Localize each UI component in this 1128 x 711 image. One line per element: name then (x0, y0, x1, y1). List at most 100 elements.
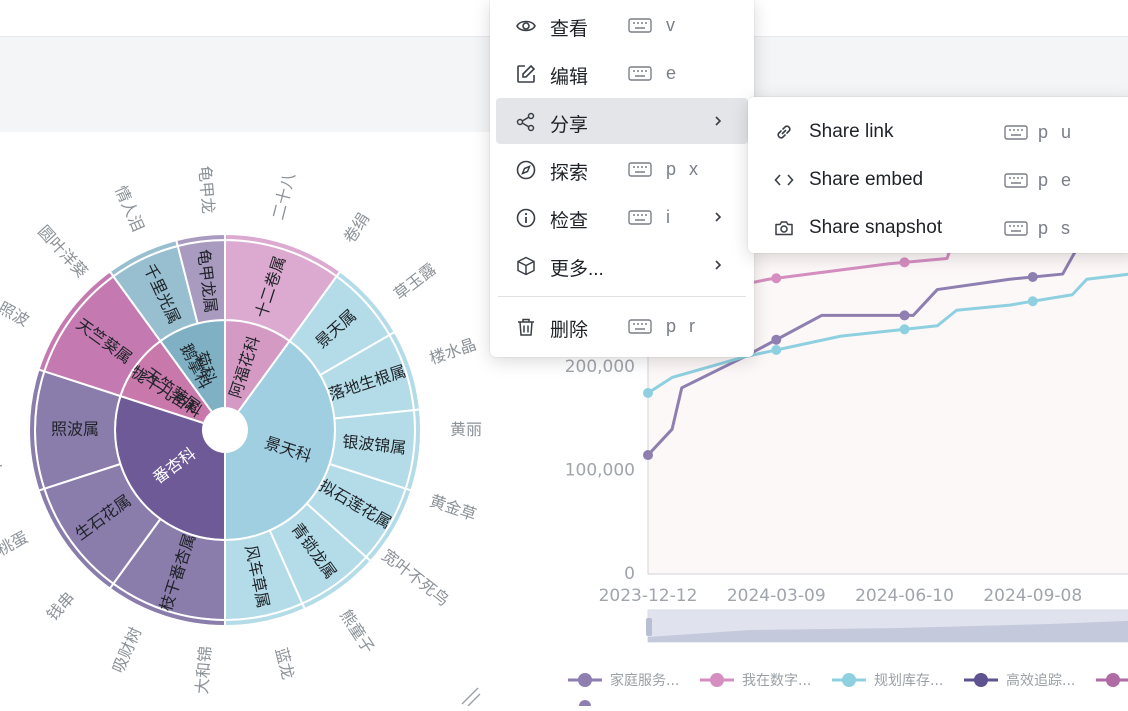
submenu-item-share-link[interactable]: Share link p u (748, 104, 1128, 152)
menu-item-label: 编辑 (550, 67, 589, 88)
menu-item-inspect[interactable]: 检查 i (496, 194, 748, 240)
context-menu: 查看 v 编辑 e 分享 探索 p x 检查 i 更多... 删除 p r (490, 0, 754, 357)
chevron-right-icon (715, 260, 722, 270)
sunburst-middle-label: 照波属 (51, 420, 99, 439)
sunburst-outer-label: 吸财树 (108, 624, 145, 676)
datazoom-preview (648, 620, 1128, 642)
legend-marker (579, 700, 591, 711)
sunburst-outer-label: 情人泪 (111, 183, 148, 235)
info-icon (516, 208, 536, 228)
menu-item-label: 更多... (550, 259, 604, 280)
submenu-item-share-snapshot[interactable]: Share snapshot p s (748, 200, 1128, 248)
submenu-item-label: Share link (809, 121, 894, 142)
link-icon (777, 125, 791, 139)
sunburst-outer-label: 楼水晶 (427, 335, 479, 368)
edit-icon (517, 64, 536, 83)
x-tick-label: 2024-09-08 (983, 586, 1082, 606)
keyboard-icon (628, 162, 652, 177)
sunburst-center-hole (203, 408, 247, 452)
sunburst-outer-label: 龟甲龙 (195, 165, 218, 214)
menu-item-view[interactable]: 查看 v (496, 2, 748, 48)
menu-item-share[interactable]: 分享 (496, 98, 748, 144)
submenu-item-label: Share snapshot (809, 217, 943, 238)
menu-item-label: 探索 (550, 163, 589, 184)
legend-marker (578, 673, 592, 687)
sunburst-outer-label: 照波 (0, 298, 32, 330)
chevron-right-icon (715, 116, 722, 126)
shortcut-text: p r (666, 316, 700, 336)
resize-handle (461, 687, 481, 707)
sunburst-panel: 十二卷属 景天属 落地生根属 银波锦属 拟石莲花属 青锁龙属 风车草属 枝干番杏属 生石花属 照波… (0, 132, 550, 707)
share-icon (516, 112, 535, 132)
chevron-right-icon (715, 212, 722, 222)
series-point (899, 324, 910, 335)
y-tick-label: 0 (624, 564, 635, 584)
legend-label: 我在数字... (742, 673, 811, 689)
menu-item-delete[interactable]: 删除 p r (496, 303, 748, 349)
code-icon (774, 174, 794, 186)
shortcut-text: e (666, 63, 681, 83)
sunburst-outer-label: 蓝龙 (272, 646, 298, 682)
series-point (643, 450, 653, 461)
keyboard-icon (1004, 173, 1028, 188)
legend-marker (842, 673, 856, 687)
legend-label: 规划库存... (874, 673, 943, 689)
y-tick-label: 200,000 (565, 357, 635, 377)
series-point (899, 310, 910, 321)
series-point (1027, 271, 1038, 282)
series-point (643, 388, 653, 398)
eye-icon (516, 20, 536, 32)
sunburst-outer-label: 熊童子 (336, 606, 378, 657)
shortcut-text: p x (666, 159, 703, 179)
keyboard-icon (628, 319, 652, 334)
shortcut-text: v (666, 15, 679, 35)
sunburst-outer-rim (175, 232, 226, 248)
legend-label: 家庭服务... (610, 672, 679, 689)
x-tick-label: 2023-12-12 (599, 586, 698, 606)
keyboard-icon (628, 66, 652, 81)
share-submenu: Share link p u Share embed p e Share sna… (748, 97, 1128, 253)
submenu-item-share-embed[interactable]: Share embed p e (748, 152, 1128, 200)
trash-icon (518, 318, 534, 336)
menu-divider (498, 296, 746, 297)
menu-item-label: 分享 (550, 115, 589, 136)
cube-icon (517, 256, 535, 276)
sunburst-outer-label: 大和锦 (192, 645, 215, 694)
shortcut-text: p u (1038, 122, 1076, 142)
shortcut-text: i (666, 207, 674, 227)
keyboard-icon (628, 210, 652, 225)
x-tick-label: 2024-03-09 (727, 586, 826, 606)
legend-marker (1106, 673, 1120, 687)
menu-item-explore[interactable]: 探索 p x (496, 146, 748, 192)
sunburst-outer-label: 兔子 (0, 456, 4, 480)
keyboard-icon (1004, 221, 1028, 236)
keyboard-icon (1004, 125, 1028, 140)
series-line (647, 272, 1128, 395)
sunburst-chart[interactable]: 十二卷属景天属落地生根属银波锦属拟石莲花属青锁龙属风车草属枝干番杏属生石花属照波… (0, 132, 550, 707)
sunburst-outer-label: 圆叶洋葵 (34, 222, 91, 282)
series-point (771, 344, 782, 355)
sunburst-outer-label: 草玉露 (390, 259, 440, 303)
sunburst-outer-label: 黄金草 (427, 491, 479, 525)
menu-item-more[interactable]: 更多... (496, 242, 748, 288)
datazoom-handle (646, 618, 652, 636)
series-point (899, 257, 910, 268)
keyboard-icon (628, 18, 652, 33)
series-line (646, 241, 1128, 457)
legend-marker (974, 673, 988, 687)
menu-item-label: 删除 (550, 320, 589, 341)
compass-icon (516, 160, 536, 180)
submenu-item-label: Share embed (809, 169, 924, 190)
sunburst-outer-label: 宽叶不死鸟 (378, 545, 453, 609)
shortcut-text: p s (1038, 218, 1075, 238)
sunburst-outer-label: 二十八 (269, 171, 299, 222)
sunburst-outer-label: 卷绢 (340, 209, 373, 246)
x-tick-label: 2024-06-10 (855, 586, 954, 606)
sunburst-outer-label: 钱串 (43, 588, 79, 624)
legend-label: 高效追踪... (1006, 672, 1075, 689)
sunburst-outer-label: 桃蛋 (0, 527, 31, 559)
menu-item-edit[interactable]: 编辑 e (496, 50, 748, 96)
shortcut-text: p e (1038, 170, 1076, 190)
camera-icon (775, 221, 793, 236)
menu-item-label: 检查 (550, 211, 589, 232)
